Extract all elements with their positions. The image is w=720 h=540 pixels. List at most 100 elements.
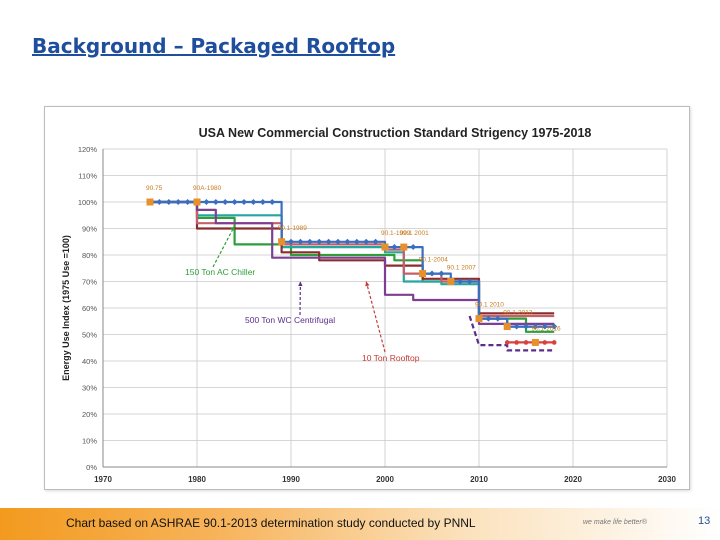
data-point (156, 199, 163, 205)
data-point (551, 340, 557, 345)
standard-label: 90.1 2001 (400, 230, 429, 237)
y-tick-label: 80% (82, 251, 97, 260)
standard-marker (475, 315, 483, 323)
callout-rooftop-line (365, 281, 386, 353)
data-point (269, 199, 276, 205)
data-point (514, 340, 519, 345)
data-point (438, 270, 445, 277)
data-point (165, 199, 172, 205)
y-tick-label: 110% (78, 172, 97, 181)
standard-label: 90.1-1989 (278, 225, 308, 232)
y-tick-label: 40% (82, 357, 97, 366)
data-point (532, 323, 539, 330)
callout-rooftop-arrowhead (365, 281, 370, 287)
data-point (297, 238, 304, 245)
data-point (184, 199, 191, 205)
data-point (212, 199, 219, 205)
data-point (504, 340, 510, 345)
standard-label: 90.75 (146, 185, 163, 192)
standard-label: 90A-1980 (193, 185, 222, 192)
data-point (241, 199, 247, 205)
callout-label: 150 Ton AC Chiller (185, 267, 255, 277)
y-tick-label: 0% (86, 463, 97, 472)
page-number: 13 (698, 515, 711, 527)
data-point (250, 199, 257, 205)
chart-title: USA New Commercial Construction Standard… (199, 126, 592, 140)
chart-frame: USA New Commercial Construction Standard… (44, 106, 690, 490)
data-point (335, 238, 341, 245)
y-tick-label: 90% (82, 225, 97, 234)
y-axis-label: Energy Use Index (1975 Use =100) (61, 235, 71, 381)
data-point (429, 270, 435, 277)
x-tick-label: 1990 (282, 475, 300, 484)
data-point (391, 244, 398, 251)
data-point (542, 340, 548, 345)
standard-marker (400, 243, 408, 251)
data-point (363, 238, 370, 245)
x-tick-label: 1970 (94, 475, 112, 484)
data-point (231, 199, 238, 205)
x-tick-label: 2000 (376, 475, 394, 484)
y-tick-label: 70% (82, 278, 97, 287)
company-tagline: we make life better® (583, 519, 647, 526)
standard-label: 90.1-2004 (419, 257, 449, 264)
data-point (175, 199, 182, 205)
data-point (288, 238, 294, 245)
data-point (551, 323, 558, 330)
slide-title: Background – Packaged Rooftop (32, 34, 396, 58)
data-point (203, 199, 210, 205)
data-point (344, 238, 351, 245)
standard-label: 90.1-2013 (503, 310, 533, 317)
data-point (513, 323, 520, 330)
data-point (306, 238, 313, 245)
data-point (485, 315, 492, 322)
data-point (410, 244, 417, 251)
standard-label: 90.1 2007 (447, 265, 476, 272)
standard-marker (146, 198, 154, 206)
standard-label: 90.1 2010 (475, 302, 504, 309)
y-tick-label: 100% (78, 198, 98, 207)
stringency-line-chart: USA New Commercial Construction Standard… (61, 126, 676, 484)
callout-chiller-line (212, 225, 236, 268)
x-tick-label: 2030 (658, 475, 676, 484)
y-tick-label: 120% (78, 145, 98, 154)
data-point (523, 340, 529, 345)
standard-marker (531, 338, 539, 346)
x-tick-label: 2010 (470, 475, 488, 484)
series-line-4 (150, 200, 555, 325)
standard-marker (278, 238, 286, 246)
y-tick-label: 20% (82, 410, 97, 419)
x-tick-label: 1980 (188, 475, 206, 484)
x-tick-label: 2020 (564, 475, 582, 484)
standard-marker (193, 198, 201, 206)
series-line-5 (468, 315, 555, 352)
standard-marker (503, 323, 511, 331)
callout-chiller-arrowhead (230, 225, 235, 231)
standard-label: 90.1-2016 (531, 325, 561, 332)
data-point (353, 238, 360, 245)
data-point (457, 278, 464, 285)
y-tick-label: 60% (82, 304, 97, 313)
data-point (541, 323, 548, 330)
data-point (222, 199, 229, 205)
callout-label: 500 Ton WC Centrifugal (245, 315, 335, 325)
data-point (325, 238, 332, 245)
data-point (372, 238, 379, 245)
callout-centrifugal-arrowhead (298, 281, 303, 287)
standard-marker (447, 278, 455, 285)
data-point (316, 238, 323, 245)
callout-label: 10 Ton Rooftop (362, 353, 420, 363)
data-point (494, 315, 501, 322)
footer-bar (0, 508, 720, 540)
y-tick-label: 10% (82, 437, 97, 446)
y-tick-label: 50% (82, 331, 97, 340)
y-tick-label: 30% (82, 384, 97, 393)
standard-label: 90.1-1999 (381, 230, 411, 237)
data-point (466, 278, 473, 285)
series-line-3 (150, 200, 555, 318)
standard-marker (419, 270, 427, 278)
data-point (523, 323, 529, 330)
footer-note: Chart based on ASHRAE 90.1-2013 determin… (66, 516, 476, 530)
standard-marker (381, 243, 389, 251)
data-point (259, 199, 266, 205)
